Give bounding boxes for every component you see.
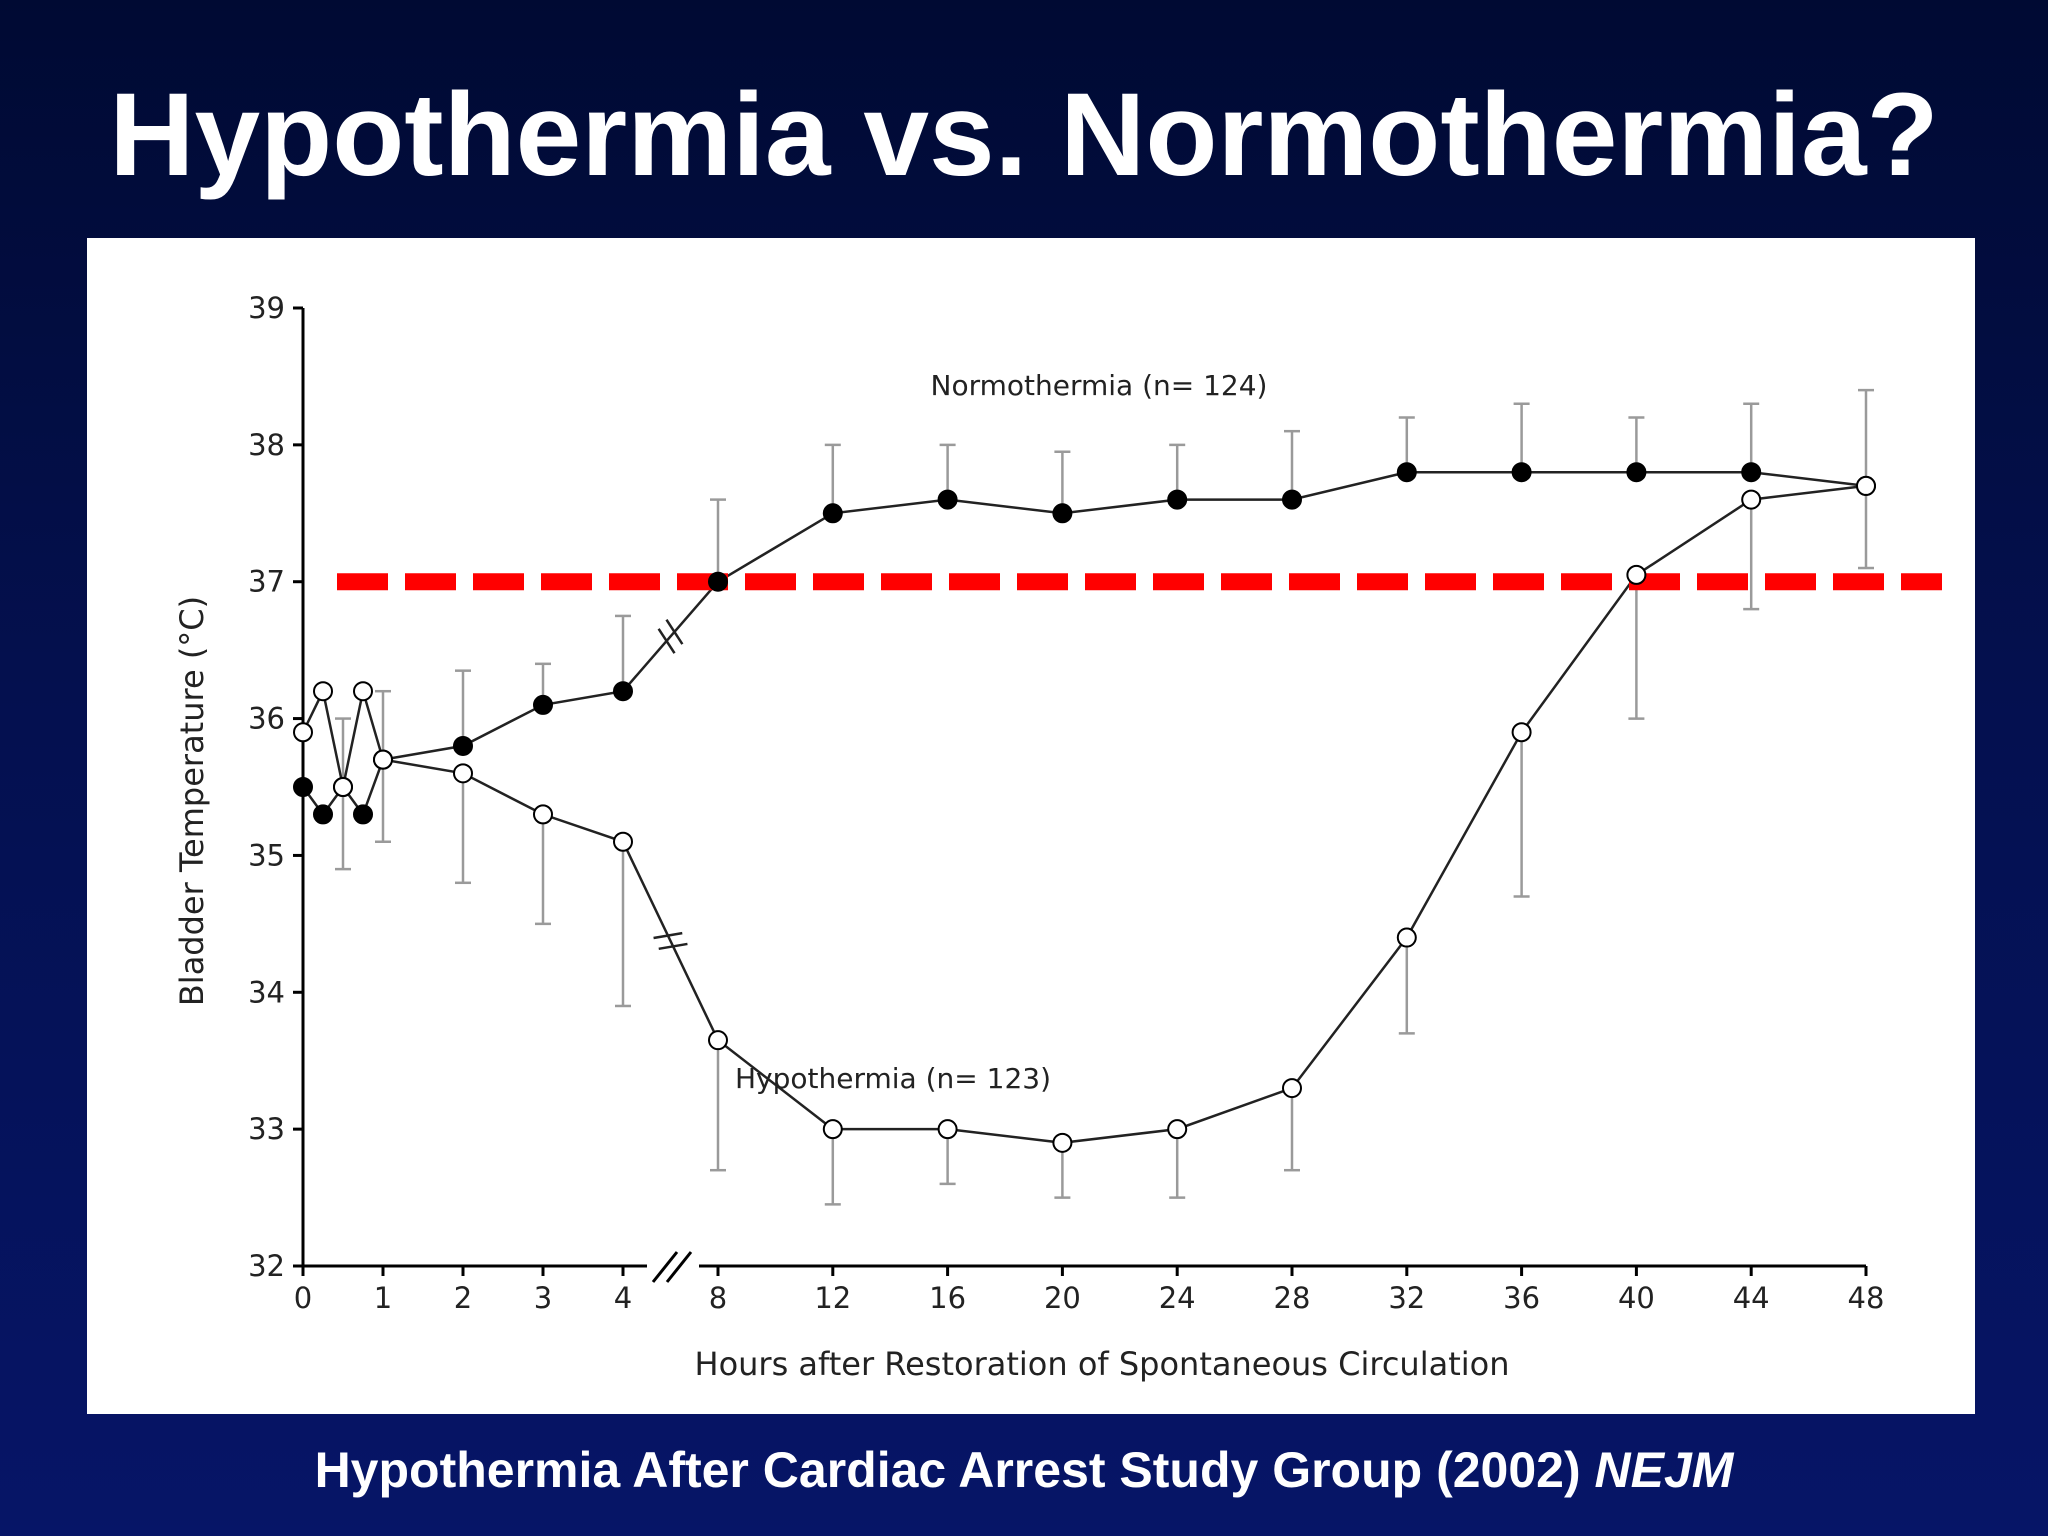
hypothermia-point (822, 1119, 843, 1140)
normothermia-point (533, 694, 553, 715)
hypothermia-point (1511, 722, 1532, 743)
normothermia-point (1511, 462, 1532, 483)
line-break-mark (653, 931, 683, 940)
x-axis-label: Hours after Restoration of Spontaneous C… (695, 1345, 1510, 1383)
normothermia-point (1741, 462, 1762, 483)
x-tick-label: 48 (1848, 1281, 1885, 1315)
normothermia-point (1052, 503, 1073, 524)
y-tick-label: 32 (248, 1249, 285, 1283)
x-tick-label: 20 (1044, 1281, 1081, 1315)
normothermia-point (293, 777, 313, 797)
line-break-mark (658, 942, 688, 951)
x-axis-break-mark (665, 1251, 693, 1283)
normothermia-point (1282, 489, 1302, 510)
hypothermia-point (313, 681, 333, 702)
label-layer: Hours after Restoration of Spontaneous C… (173, 369, 1510, 1383)
x-tick-label: 36 (1503, 1281, 1540, 1315)
y-axis-label: Bladder Temperature (°C) (173, 596, 211, 1006)
normothermia-point (822, 503, 843, 524)
normothermia-point (613, 681, 633, 702)
series-line (301, 470, 1867, 818)
x-tick-label: 8 (709, 1281, 727, 1315)
normothermia-point (937, 489, 958, 510)
hypothermia-point (333, 777, 353, 797)
y-tick-label: 38 (248, 428, 285, 462)
hypothermia-point (1396, 927, 1417, 948)
hypothermia-point (533, 804, 553, 825)
hypothermia-point (1052, 1132, 1073, 1153)
x-tick-label: 3 (534, 1281, 552, 1315)
hypothermia-point (1282, 1078, 1302, 1099)
hypothermia-point (708, 1030, 728, 1051)
hypothermia-point (1167, 1119, 1188, 1140)
citation-journal: NEJM (1594, 1442, 1734, 1498)
hypothermia-point (1856, 475, 1876, 496)
normothermia-point (453, 735, 473, 756)
normothermia-point (1626, 462, 1647, 483)
hypothermia-point (613, 831, 633, 852)
x-tick-label: 40 (1618, 1281, 1655, 1315)
errorbar-layer (335, 388, 1874, 1206)
normothermia-point (708, 571, 728, 592)
x-axis-break-mark (651, 1251, 679, 1283)
x-tick-label: 0 (294, 1281, 312, 1315)
y-tick-label: 33 (248, 1112, 285, 1146)
line-break-mark (657, 628, 676, 654)
y-tick-label: 37 (248, 565, 285, 599)
hypothermia-point (353, 681, 373, 702)
line-break-mark (665, 619, 684, 645)
hypothermia-point (1626, 564, 1647, 585)
y-tick-label: 35 (248, 838, 285, 872)
hypothermia-point (1741, 489, 1762, 510)
x-tick-label: 4 (614, 1281, 632, 1315)
normothermia-point (1396, 462, 1417, 483)
x-tick-label: 32 (1388, 1281, 1425, 1315)
x-tick-label: 28 (1274, 1281, 1311, 1315)
y-tick-label: 34 (248, 975, 285, 1009)
x-tick-label: 16 (929, 1281, 966, 1315)
marker-layer (293, 462, 1876, 1153)
normothermia-point (353, 804, 373, 825)
hypothermia-point (453, 763, 473, 784)
chart-panel: 32 33 34 35 36 37 38 39 0 1 2 3 4 8 12 16 20 24 28 32 36 40 44… (87, 238, 1975, 1414)
normothermia-point (1167, 489, 1188, 510)
x-tick-label: 24 (1159, 1281, 1196, 1315)
hypothermia-point (373, 749, 393, 770)
citation: Hypothermia After Cardiac Arrest Study G… (0, 1440, 2048, 1500)
x-tick-label: 1 (374, 1281, 392, 1315)
x-tick-label: 12 (814, 1281, 851, 1315)
x-tick-label: 44 (1733, 1281, 1770, 1315)
y-tick-label: 36 (248, 702, 285, 736)
normothermia-label: Normothermia (n= 124) (931, 369, 1268, 402)
citation-text: Hypothermia After Cardiac Arrest Study G… (314, 1442, 1595, 1498)
normothermia-point (313, 804, 333, 825)
slide-title: Hypothermia vs. Normothermia? (109, 69, 1939, 201)
x-tick-label: 2 (454, 1281, 472, 1315)
hypothermia-point (937, 1119, 958, 1140)
hypothermia-label: Hypothermia (n= 123) (735, 1062, 1051, 1095)
y-tick-label: 39 (248, 291, 285, 325)
hypothermia-point (293, 722, 313, 743)
